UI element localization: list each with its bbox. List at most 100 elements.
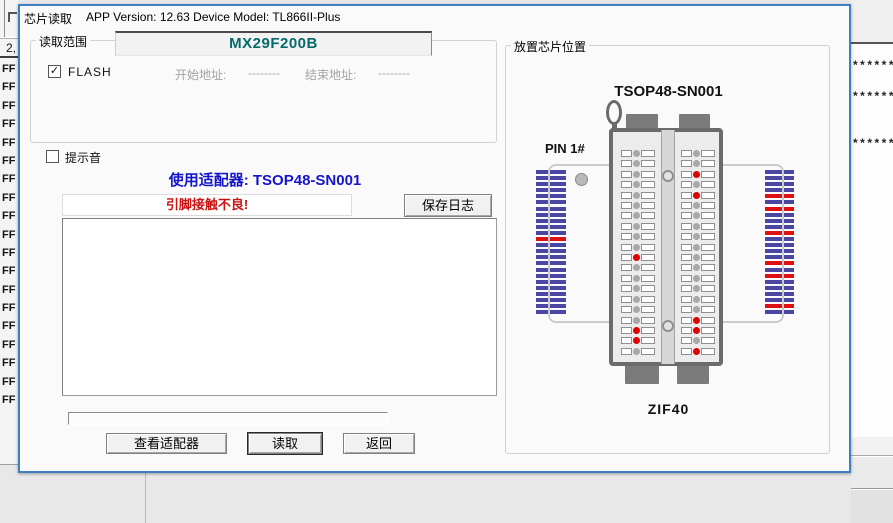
socket-tab <box>677 365 709 384</box>
pin-contact-dot <box>633 181 640 189</box>
socket-pin-row <box>681 233 715 241</box>
pin-status-bar <box>765 310 794 315</box>
socket-pin-row <box>621 191 655 199</box>
log-output-box[interactable] <box>62 218 497 396</box>
pin-segment <box>641 326 655 334</box>
pin-segment <box>701 170 715 178</box>
socket-pin-row <box>681 160 715 168</box>
pin-status-bar <box>765 285 794 290</box>
bg-text-row: FF <box>2 63 16 75</box>
pin-status-bar <box>536 285 566 290</box>
view-adapter-button[interactable]: 查看适配器 <box>106 433 227 454</box>
pin-status-bar <box>536 291 566 296</box>
right-connector-line <box>723 164 784 323</box>
socket-pin-row <box>621 150 655 157</box>
socket-pin-row <box>621 285 655 293</box>
pin-contact-dot <box>693 160 700 168</box>
pin-contact-dot <box>693 347 700 355</box>
pin-segment <box>641 150 655 157</box>
pin-segment <box>681 181 692 189</box>
pin-contact-dot <box>693 222 700 230</box>
pin-status-bar <box>536 182 566 187</box>
socket-pin-row <box>621 316 655 324</box>
socket-left-pin-column <box>621 150 655 355</box>
pin-segment <box>621 347 632 355</box>
socket-pin-row <box>681 150 715 157</box>
pin-segment <box>681 326 692 334</box>
pin-status-bar <box>765 291 794 296</box>
app-version-info: APP Version: 12.63 Device Model: TL866II… <box>86 10 341 24</box>
bg-text-row: FF <box>2 283 16 296</box>
pin-contact-dot <box>633 160 640 168</box>
pin-contact-dot <box>693 295 700 303</box>
right-pin-status-bars <box>765 170 794 316</box>
background-divider <box>851 42 893 44</box>
pin-status-bar <box>536 212 566 217</box>
start-address-label: 开始地址: <box>175 68 227 82</box>
pin-segment <box>621 316 632 324</box>
socket-pin-row <box>621 243 655 251</box>
pin-status-bar <box>536 255 566 260</box>
pin-segment <box>701 254 715 262</box>
bg-star-row: ******* <box>853 58 893 72</box>
socket-pin-row <box>681 212 715 220</box>
pin-contact-dot <box>693 191 700 199</box>
pin-contact-dot <box>633 233 640 241</box>
adapter-notice: 使用适配器: TSOP48-SN001 <box>168 172 362 189</box>
pin-segment <box>701 202 715 210</box>
pin-segment <box>621 170 632 178</box>
pin-segment <box>701 181 715 189</box>
status-message: 引脚接触不良! <box>62 194 352 216</box>
beep-checkbox-label: 提示音 <box>65 151 102 165</box>
pin-segment <box>681 202 692 210</box>
pin-contact-dot <box>633 191 640 199</box>
pin-contact-dot <box>693 181 700 189</box>
bg-text-row: FF <box>2 136 16 149</box>
save-log-button[interactable]: 保存日志 <box>404 194 492 217</box>
bg-text-row: FF <box>2 81 16 94</box>
socket-pin-row <box>681 254 715 262</box>
pin-segment <box>681 316 692 324</box>
pin-segment <box>701 191 715 199</box>
pin-status-bar <box>536 243 566 248</box>
socket-pin-row <box>621 212 655 220</box>
pin-status-bar <box>765 255 794 260</box>
pin-segment <box>681 212 692 220</box>
read-button[interactable]: 读取 <box>248 433 322 454</box>
chip-placement-group-label: 放置芯片位置 <box>511 38 590 55</box>
pin-segment <box>621 212 632 220</box>
socket-pin-row <box>621 274 655 282</box>
pin-segment <box>621 337 632 345</box>
pin-status-bar <box>765 267 794 272</box>
dialog-title[interactable]: 芯片读取 <box>24 12 73 26</box>
pin-segment <box>681 274 692 282</box>
pin-status-bar <box>536 230 566 235</box>
pin-segment <box>641 181 655 189</box>
pin-contact-dot <box>633 295 640 303</box>
pin-segment <box>641 264 655 272</box>
pin-status-bar <box>765 224 794 229</box>
pin-contact-dot <box>633 222 640 230</box>
zif-lever-icon <box>606 100 622 125</box>
socket-pin-row <box>681 285 715 293</box>
pin-segment <box>681 285 692 293</box>
socket-pin-row <box>621 170 655 178</box>
socket-pin-row <box>681 347 715 355</box>
bg-hex-rows: FF FF FF FF FF FF FF FF FF FF FF FF FF FF FF FF FF FF FF <box>2 60 18 409</box>
pin-segment <box>701 243 715 251</box>
pin-status-bar <box>765 230 794 235</box>
pin-segment <box>701 285 715 293</box>
socket-pin-row <box>621 233 655 241</box>
bg-star-row: ******* <box>853 89 893 103</box>
flash-checkbox[interactable]: ✓ <box>48 65 61 78</box>
beep-checkbox[interactable] <box>46 150 59 163</box>
pin-status-bar <box>765 206 794 211</box>
pin-status-bar <box>536 279 566 284</box>
back-button[interactable]: 返回 <box>343 433 415 454</box>
pin-contact-dot <box>633 150 640 157</box>
left-connector-line <box>548 164 609 323</box>
socket-pin-row <box>621 306 655 314</box>
socket-pin-row <box>681 191 715 199</box>
pin-contact-dot <box>693 150 700 157</box>
pin-segment <box>641 191 655 199</box>
